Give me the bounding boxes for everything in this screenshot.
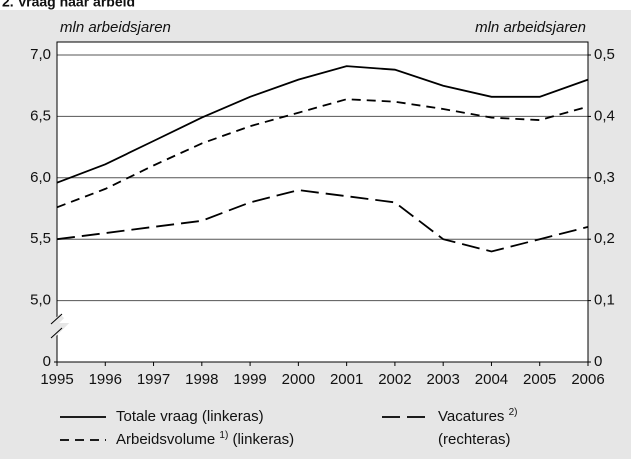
y-tick-label: 7,0 <box>30 46 51 63</box>
legend-axis: (linkeras) <box>232 431 294 448</box>
legend-axis: (rechteras) <box>438 431 511 448</box>
x-tick-label: 1995 <box>40 371 73 388</box>
y-tick-label: 6,0 <box>30 169 51 186</box>
x-tick-label: 1997 <box>137 371 170 388</box>
y2-axis-label: mln arbeidsjaren <box>475 19 586 36</box>
legend-note: 2) <box>509 407 518 418</box>
y2-tick-label: 0 <box>594 353 602 370</box>
x-tick-label: 1996 <box>89 371 122 388</box>
y-tick-label: 0 <box>43 353 51 370</box>
chart-title: 2. Vraag naar arbeid <box>2 0 135 10</box>
x-tick-label: 2003 <box>426 371 459 388</box>
x-tick-label: 2001 <box>330 371 363 388</box>
x-tick-label: 1998 <box>185 371 218 388</box>
legend-note: 1) <box>219 430 228 441</box>
legend-label: Totale vraag (linkeras) <box>116 408 264 425</box>
y-tick-label: 6,5 <box>30 107 51 124</box>
series-line <box>56 98 589 209</box>
legend-label: Arbeidsvolume 1) (linkeras) <box>116 426 294 448</box>
legend-name: Arbeidsvolume <box>116 431 215 448</box>
legend-name: Totale vraag <box>116 408 198 425</box>
y2-tick-label: 0,3 <box>594 169 615 186</box>
y-tick-label: 5,0 <box>30 292 51 309</box>
x-tick-label: 2004 <box>475 371 508 388</box>
y2-tick-label: 0,1 <box>594 292 615 309</box>
y-axis-label: mln arbeidsjaren <box>60 19 171 36</box>
y2-tick-label: 0,4 <box>594 107 615 124</box>
legend-axis: (linkeras) <box>202 408 264 425</box>
legend-name: Vacatures <box>438 408 504 425</box>
plot <box>56 54 589 302</box>
x-tick-label: 2002 <box>378 371 411 388</box>
legend: Totale vraag (linkeras) Arbeidsvolume 1)… <box>60 407 518 448</box>
y2-tick-label: 0,2 <box>594 230 615 247</box>
x-tick-label: 2000 <box>282 371 315 388</box>
x-tick-label: 1999 <box>233 371 266 388</box>
plot-frame <box>56 41 589 363</box>
axis-break <box>50 313 63 339</box>
legend-label: Vacatures 2) <box>438 407 518 425</box>
x-tick-label: 2005 <box>523 371 556 388</box>
series-line <box>56 189 589 253</box>
axis-break-gap <box>44 313 70 339</box>
series-line <box>56 65 589 184</box>
y-tick-label: 5,5 <box>30 230 51 247</box>
plot-area <box>57 42 588 362</box>
y2-tick-label: 0,5 <box>594 46 615 63</box>
x-tick-label: 2006 <box>571 371 604 388</box>
